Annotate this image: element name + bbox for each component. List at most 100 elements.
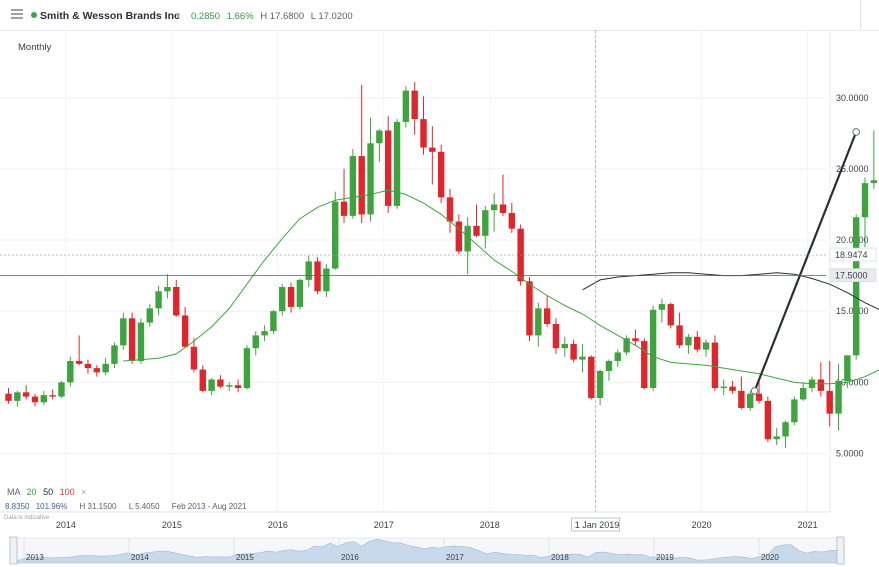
x-tick-label: 2021 bbox=[798, 520, 818, 530]
menu-icon[interactable] bbox=[11, 9, 23, 19]
range-statistics: 8.8350 101.96% H 31.1500 L 5.4050 Feb 20… bbox=[5, 502, 247, 511]
ma-100-period[interactable]: 100 bbox=[59, 487, 75, 497]
candle-down bbox=[455, 221, 463, 252]
range-low: L 5.4050 bbox=[128, 502, 160, 511]
candle-up bbox=[782, 422, 789, 437]
y-tick-label: 20.0000 bbox=[836, 235, 869, 245]
candle-up bbox=[67, 361, 74, 383]
price-change: 0.2850 bbox=[191, 11, 221, 22]
candle-up bbox=[861, 183, 869, 218]
candle-up bbox=[844, 355, 851, 381]
price-chart[interactable]: 5.0000 10.0000 15.0000 20.0000 25.0000 30.000… bbox=[0, 30, 879, 567]
candle-up bbox=[870, 180, 878, 184]
x-tick-label: 2018 bbox=[480, 520, 500, 530]
navigator-year-label: 2014 bbox=[131, 553, 149, 562]
candle-up bbox=[164, 287, 171, 292]
candle-up bbox=[702, 342, 710, 350]
candle-down bbox=[473, 225, 480, 236]
candle-up bbox=[800, 388, 807, 400]
candle-up bbox=[137, 322, 145, 362]
last-price-label-box bbox=[829, 268, 877, 282]
candle-down bbox=[93, 368, 100, 373]
candle-down bbox=[287, 287, 295, 307]
candle-up bbox=[482, 210, 489, 236]
crosshair-date-box bbox=[571, 517, 620, 532]
last-close-label-box bbox=[829, 247, 877, 262]
disclaimer: Data is indicative bbox=[4, 515, 50, 521]
candle-up bbox=[146, 308, 153, 323]
range-change-percent: 101.96% bbox=[35, 502, 68, 511]
navigator-handle-left bbox=[9, 536, 18, 565]
candle-down bbox=[755, 393, 763, 401]
candle-up bbox=[720, 386, 727, 389]
x-tick-label: 2015 bbox=[162, 520, 182, 530]
candle-down bbox=[234, 385, 242, 389]
remove-indicator-icon[interactable]: × bbox=[81, 487, 87, 497]
candle-up bbox=[279, 287, 286, 312]
candle-down bbox=[199, 369, 206, 391]
trendline-handle-start bbox=[750, 387, 759, 395]
candle-down bbox=[217, 379, 224, 387]
last-price-label: 17.5000 bbox=[835, 271, 868, 281]
candle-up bbox=[852, 217, 860, 356]
y-tick-label: 15.0000 bbox=[836, 306, 869, 316]
candle-down bbox=[22, 392, 30, 397]
header-divider bbox=[860, 0, 871, 30]
candle-up bbox=[226, 385, 233, 387]
candle-down bbox=[817, 379, 825, 391]
candle-down bbox=[314, 261, 321, 292]
price-change-percent: 1.66% bbox=[226, 11, 254, 22]
price-labels: 18.9474 17.5000 bbox=[0, 30, 877, 512]
candle-down bbox=[75, 361, 83, 364]
candle-up bbox=[835, 380, 842, 414]
candle-down bbox=[5, 393, 12, 401]
navigator-handle-right bbox=[836, 536, 845, 565]
instrument-header: Smith & Wesson Brands Inc ▼ 0.2850 1.66%… bbox=[0, 0, 879, 31]
candle-up bbox=[243, 348, 251, 389]
chevron-down-icon[interactable]: ▼ bbox=[174, 11, 182, 20]
navigator-year-label: 2020 bbox=[761, 553, 779, 562]
candle-down bbox=[446, 197, 454, 222]
candle-down bbox=[526, 281, 533, 336]
candle-up bbox=[323, 268, 330, 292]
candle-up bbox=[367, 143, 374, 215]
candle-down bbox=[49, 395, 56, 397]
chart-grid bbox=[0, 30, 831, 512]
candle-up bbox=[261, 331, 268, 336]
candle-up bbox=[40, 395, 48, 403]
chart-period-label[interactable]: Monthly bbox=[18, 42, 52, 53]
candle-down bbox=[384, 130, 392, 206]
navigator-year-label: 2018 bbox=[551, 553, 569, 562]
candle-up bbox=[649, 309, 657, 389]
range-high: H 31.1500 bbox=[79, 502, 117, 511]
candle-up bbox=[490, 204, 498, 211]
candle-up bbox=[623, 338, 630, 353]
candle-up bbox=[111, 345, 118, 364]
candle-down bbox=[641, 341, 648, 389]
candle-up bbox=[208, 379, 215, 391]
candle-down bbox=[570, 343, 577, 360]
ma-50-period[interactable]: 50 bbox=[43, 487, 54, 497]
candle-down bbox=[764, 400, 772, 440]
range-change: 8.8350 bbox=[5, 502, 30, 511]
last-close-label: 18.9474 bbox=[835, 250, 868, 260]
candle-up bbox=[464, 225, 471, 252]
ma-20-period[interactable]: 20 bbox=[26, 487, 37, 497]
candle-down bbox=[411, 90, 418, 120]
candle-down bbox=[667, 304, 674, 326]
candle-up bbox=[791, 399, 798, 423]
candle-up bbox=[376, 130, 383, 144]
x-tick-label: 2020 bbox=[692, 520, 712, 530]
candle-up bbox=[270, 311, 277, 332]
navigator-year-label: 2015 bbox=[236, 553, 254, 562]
crosshair-date-label: 1 Jan 2019 bbox=[575, 520, 620, 530]
candle-up bbox=[102, 363, 109, 373]
trendline bbox=[753, 131, 858, 392]
y-axis: 5.0000 10.0000 15.0000 20.0000 25.0000 30.000… bbox=[836, 93, 869, 459]
instrument-name[interactable]: Smith & Wesson Brands Inc bbox=[40, 10, 180, 22]
candle-down bbox=[499, 204, 507, 214]
ma-label: MA bbox=[7, 487, 21, 497]
candle-up bbox=[561, 343, 568, 349]
candle-down bbox=[694, 336, 701, 350]
x-tick-label: 2017 bbox=[374, 520, 394, 530]
